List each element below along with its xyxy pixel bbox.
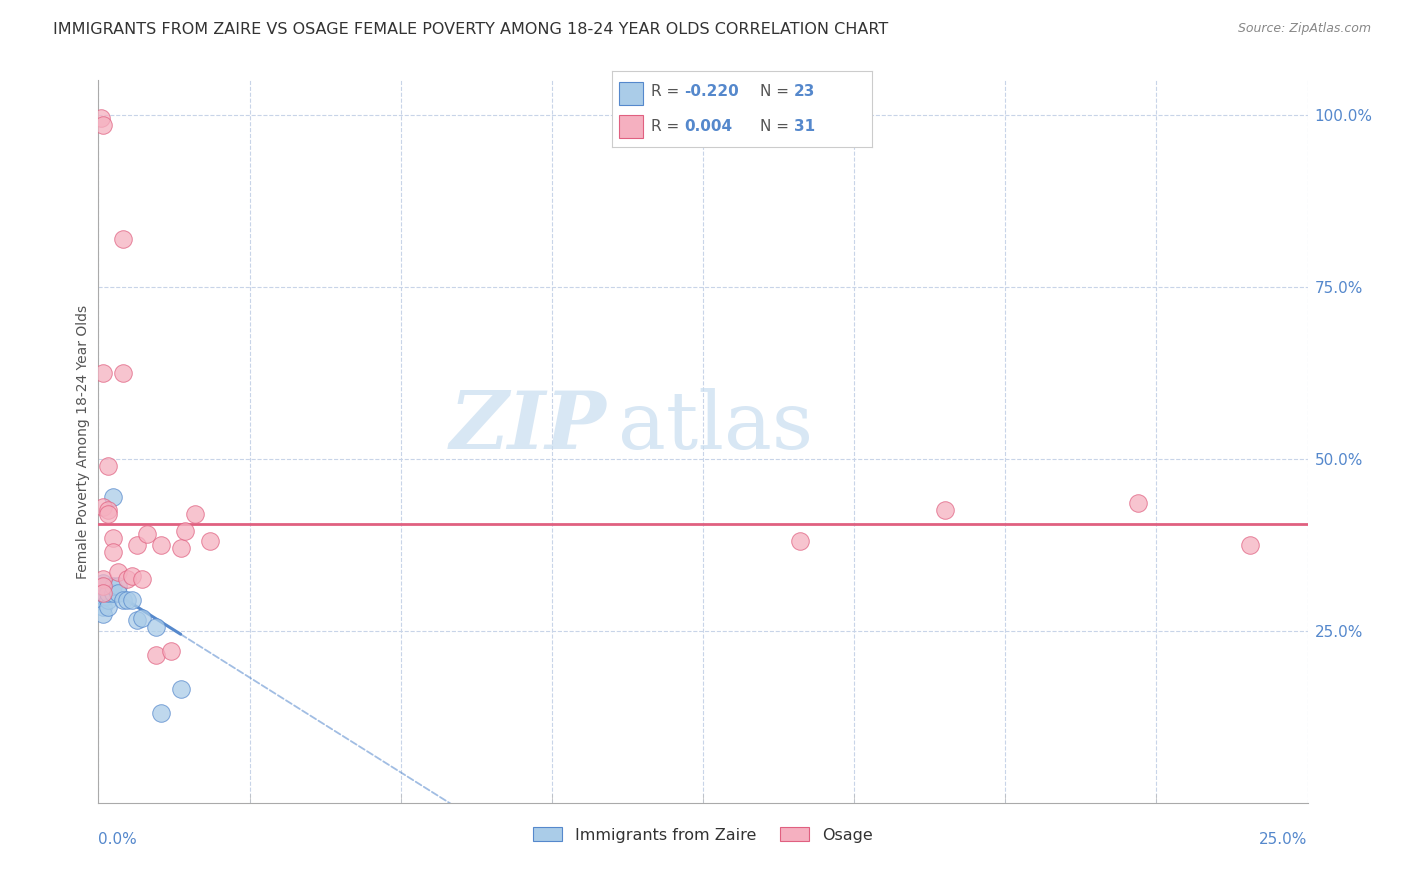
- Point: [160, 644, 183, 658]
- Point: [145, 648, 167, 662]
- Point: [169, 541, 191, 556]
- Point: [91, 586, 114, 600]
- Text: 0.0%: 0.0%: [98, 831, 138, 847]
- Point: [127, 614, 149, 628]
- Text: 23: 23: [793, 85, 815, 99]
- Text: atlas: atlas: [619, 388, 814, 467]
- Point: [97, 592, 120, 607]
- Point: [184, 507, 207, 521]
- Point: [117, 592, 139, 607]
- Point: [107, 579, 129, 593]
- Text: Source: ZipAtlas.com: Source: ZipAtlas.com: [1237, 22, 1371, 36]
- Point: [135, 527, 157, 541]
- Text: IMMIGRANTS FROM ZAIRE VS OSAGE FEMALE POVERTY AMONG 18-24 YEAR OLDS CORRELATION : IMMIGRANTS FROM ZAIRE VS OSAGE FEMALE PO…: [53, 22, 889, 37]
- Point: [101, 531, 124, 545]
- Point: [91, 575, 114, 590]
- Point: [121, 592, 143, 607]
- Point: [121, 568, 143, 582]
- Point: [107, 586, 129, 600]
- Point: [150, 538, 173, 552]
- Text: ZIP: ZIP: [450, 388, 606, 466]
- Point: [91, 599, 114, 614]
- Text: 31: 31: [793, 120, 815, 134]
- Point: [97, 599, 120, 614]
- Point: [91, 590, 114, 604]
- Point: [94, 590, 117, 604]
- Text: N =: N =: [759, 85, 794, 99]
- Text: -0.220: -0.220: [685, 85, 740, 99]
- Point: [101, 579, 124, 593]
- Point: [90, 111, 112, 125]
- Point: [97, 507, 120, 521]
- Text: N =: N =: [759, 120, 794, 134]
- Point: [1128, 496, 1150, 510]
- Point: [101, 544, 124, 558]
- Point: [198, 534, 221, 549]
- Point: [91, 500, 114, 514]
- Point: [90, 579, 112, 593]
- Point: [131, 611, 153, 625]
- Point: [169, 682, 191, 697]
- Point: [131, 572, 153, 586]
- Point: [117, 572, 139, 586]
- Point: [150, 706, 173, 721]
- Point: [97, 458, 120, 473]
- Text: R =: R =: [651, 120, 683, 134]
- Point: [111, 592, 134, 607]
- Point: [107, 566, 129, 580]
- Point: [91, 118, 114, 132]
- Point: [101, 586, 124, 600]
- Point: [97, 503, 120, 517]
- Point: [111, 366, 134, 380]
- Text: 25.0%: 25.0%: [1260, 831, 1308, 847]
- Point: [91, 592, 114, 607]
- Text: 0.004: 0.004: [685, 120, 733, 134]
- Legend: Immigrants from Zaire, Osage: Immigrants from Zaire, Osage: [527, 821, 879, 849]
- FancyBboxPatch shape: [620, 115, 643, 138]
- Point: [934, 503, 956, 517]
- Point: [91, 579, 114, 593]
- Point: [174, 524, 197, 538]
- Point: [91, 366, 114, 380]
- Point: [111, 231, 134, 245]
- Point: [145, 620, 167, 634]
- Point: [1239, 538, 1261, 552]
- Point: [127, 538, 149, 552]
- Point: [789, 534, 811, 549]
- Point: [97, 586, 120, 600]
- Y-axis label: Female Poverty Among 18-24 Year Olds: Female Poverty Among 18-24 Year Olds: [76, 304, 90, 579]
- Point: [91, 572, 114, 586]
- FancyBboxPatch shape: [620, 82, 643, 104]
- Point: [91, 607, 114, 621]
- Point: [101, 490, 124, 504]
- Text: R =: R =: [651, 85, 683, 99]
